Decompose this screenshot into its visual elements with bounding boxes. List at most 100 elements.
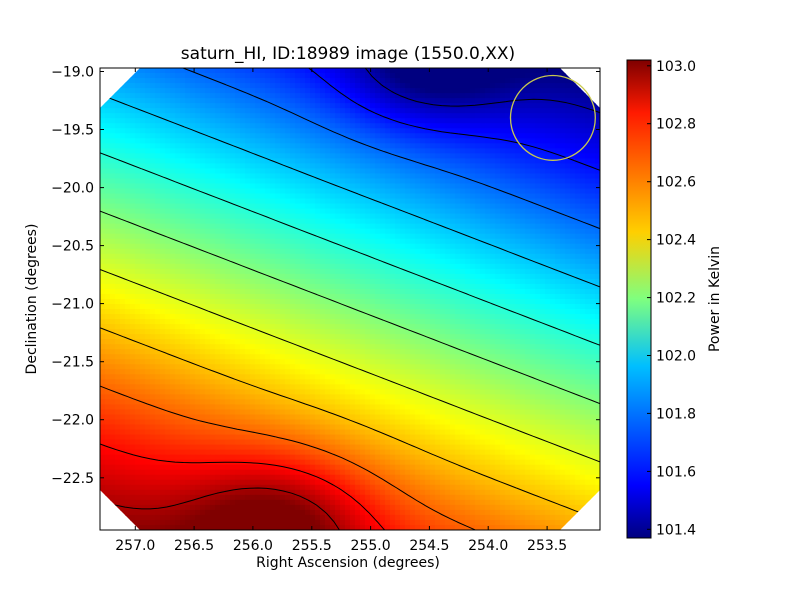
heatmap-cell — [255, 223, 261, 230]
heatmap-cell — [225, 309, 231, 315]
heatmap-cell — [375, 138, 381, 144]
heatmap-cell — [195, 93, 201, 99]
heatmap-cell — [215, 263, 221, 270]
heatmap-cell — [475, 268, 481, 275]
heatmap-cell — [190, 293, 196, 300]
heatmap-cell — [260, 138, 266, 144]
heatmap-cell — [500, 268, 506, 275]
heatmap-cell — [140, 304, 146, 310]
heatmap-cell — [395, 88, 401, 94]
heatmap-cell — [595, 128, 600, 134]
heatmap-cell — [165, 168, 171, 175]
heatmap-cell — [310, 133, 316, 139]
heatmap-cell — [115, 193, 121, 200]
heatmap-cell — [130, 143, 136, 149]
heatmap-cell — [385, 238, 391, 245]
heatmap-cell — [150, 143, 156, 149]
heatmap-cell — [570, 68, 576, 74]
heatmap-cell — [295, 93, 301, 99]
heatmap-cell — [350, 78, 356, 84]
heatmap-cell — [335, 218, 341, 225]
heatmap-cell — [200, 78, 206, 84]
heatmap-cell — [335, 288, 341, 295]
heatmap-cell — [565, 283, 571, 290]
heatmap-cell — [500, 173, 506, 180]
heatmap-cell — [205, 263, 211, 270]
heatmap-cell — [595, 163, 600, 170]
heatmap-cell — [530, 238, 536, 245]
heatmap-cell — [225, 258, 231, 265]
heatmap-cell — [560, 314, 566, 320]
heatmap-cell — [185, 73, 191, 79]
heatmap-cell — [300, 253, 306, 260]
heatmap-cell — [365, 158, 371, 165]
heatmap-cell — [105, 288, 111, 295]
heatmap-cell — [450, 183, 456, 190]
heatmap-cell — [345, 283, 351, 290]
heatmap-cell — [255, 304, 261, 310]
heatmap-cell — [585, 168, 591, 175]
heatmap-cell — [405, 218, 411, 225]
heatmap-cell — [130, 173, 136, 180]
heatmap-cell — [470, 304, 476, 310]
heatmap-cell — [420, 183, 426, 190]
heatmap-cell — [395, 233, 401, 240]
heatmap-cell — [405, 173, 411, 180]
heatmap-cell — [370, 113, 376, 119]
heatmap-cell — [485, 248, 491, 255]
heatmap-cell — [280, 98, 286, 104]
heatmap-cell — [205, 203, 211, 210]
heatmap-cell — [130, 193, 136, 200]
heatmap-cell — [210, 198, 216, 205]
heatmap-cell — [310, 258, 316, 265]
heatmap-cell — [575, 128, 581, 134]
heatmap-cell — [335, 113, 341, 119]
heatmap-cell — [105, 98, 111, 104]
heatmap-cell — [595, 143, 600, 149]
heatmap-cell — [200, 123, 206, 129]
heatmap-cell — [510, 288, 516, 295]
heatmap-cell — [435, 188, 441, 195]
heatmap-cell — [410, 268, 416, 275]
heatmap-cell — [365, 314, 371, 320]
heatmap-cell — [495, 163, 501, 170]
heatmap-cell — [490, 98, 496, 104]
heatmap-cell — [595, 178, 600, 185]
heatmap-cell — [425, 78, 431, 84]
heatmap-cell — [475, 208, 481, 215]
heatmap-cell — [115, 299, 121, 305]
heatmap-cell — [390, 98, 396, 104]
heatmap-cell — [545, 299, 551, 305]
heatmap-cell — [590, 143, 596, 149]
heatmap-cell — [265, 193, 271, 200]
heatmap-cell — [585, 183, 591, 190]
heatmap-cell — [105, 293, 111, 300]
heatmap-cell — [165, 68, 171, 74]
heatmap-cell — [120, 183, 126, 190]
heatmap-cell — [225, 228, 231, 235]
heatmap-cell — [200, 178, 206, 185]
heatmap-cell — [370, 243, 376, 250]
heatmap-cell — [405, 253, 411, 260]
heatmap-cell — [100, 304, 106, 310]
heatmap-cell — [170, 283, 176, 290]
heatmap-cell — [180, 98, 186, 104]
heatmap-cell — [160, 198, 166, 205]
heatmap-cell — [415, 138, 421, 144]
heatmap-cell — [245, 168, 251, 175]
heatmap-cell — [550, 163, 556, 170]
heatmap-cell — [235, 103, 241, 109]
heatmap-cell — [275, 309, 281, 315]
heatmap-cell — [435, 288, 441, 295]
heatmap-cell — [180, 218, 186, 225]
heatmap-cell — [385, 108, 391, 114]
heatmap-cell — [525, 304, 531, 310]
heatmap-cell — [140, 193, 146, 200]
heatmap-cell — [540, 238, 546, 245]
heatmap-cell — [290, 208, 296, 215]
heatmap-cell — [370, 278, 376, 285]
heatmap-cell — [540, 268, 546, 275]
heatmap-cell — [570, 178, 576, 185]
heatmap-cell — [500, 148, 506, 154]
heatmap-cell — [545, 83, 551, 89]
